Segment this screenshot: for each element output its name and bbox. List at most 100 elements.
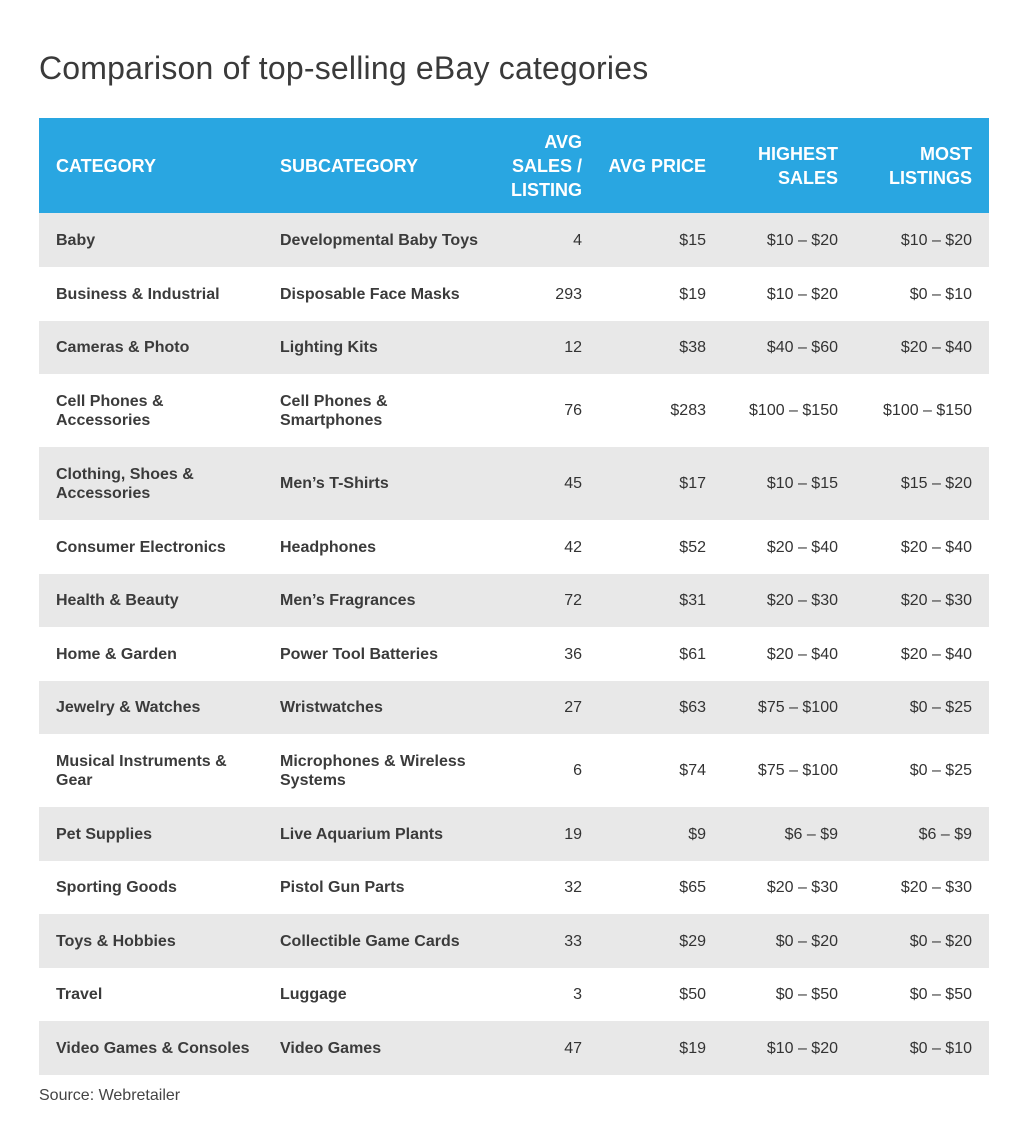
subcategory-cell: Wristwatches [280, 699, 383, 716]
avg-sales-cell: 72 [564, 592, 582, 609]
table-row: Health & Beauty Men’s Fragrances 72 $31 $20 … [39, 574, 989, 627]
subcategory-cell: Headphones [280, 538, 377, 556]
highest-sales-cell: $20 – $30 [766, 592, 838, 609]
table-row: Sporting Goods Pistol Gun Parts 32 $65 $20 –… [39, 861, 989, 914]
subcategory-cell: Power Tool Batteries [280, 645, 438, 663]
avg-sales-cell: 6 [573, 762, 582, 779]
most-listings-cell: $100 – $150 [883, 402, 972, 419]
highest-sales-cell: $75 – $100 [757, 699, 838, 716]
subcategory-cell: Disposable Face Masks [280, 285, 460, 303]
highest-sales-cell: $10 – $15 [766, 475, 838, 492]
avg-price-cell: $19 [679, 1039, 706, 1057]
subcategory-cell: Lighting Kits [280, 339, 378, 356]
avg-price-cell: $50 [679, 986, 706, 1003]
avg-price-cell: $63 [679, 699, 706, 716]
highest-sales-cell: $6 – $9 [784, 825, 838, 843]
most-listings-cell: $20 – $40 [900, 645, 972, 663]
avg-sales-cell: 4 [573, 231, 582, 249]
avg-price-cell: $38 [679, 339, 706, 356]
category-cell: Cameras & Photo [56, 339, 190, 356]
avg-sales-cell: 76 [564, 402, 582, 419]
table-row: Jewelry & Watches Wristwatches 27 $63 $75 – … [39, 681, 989, 734]
avg-price-cell: $31 [679, 592, 706, 609]
table-row: Travel Luggage 3 $50 $0 – $50 $0 – $50 [39, 968, 989, 1021]
avg-price-cell: $52 [679, 538, 706, 556]
category-cell: Musical Instruments & Gear [56, 752, 227, 789]
avg-price-cell: $19 [679, 285, 706, 303]
avg-sales-cell: 3 [573, 986, 582, 1003]
category-cell: Home & Garden [56, 645, 177, 663]
most-listings-cell: $0 – $20 [909, 932, 972, 950]
most-listings-cell: $0 – $50 [909, 986, 972, 1003]
subcategory-cell: Pistol Gun Parts [280, 879, 405, 896]
avg-sales-cell: 33 [564, 932, 582, 950]
column-header-most-listings: MOST LISTINGS [888, 143, 972, 188]
avg-sales-cell: 293 [555, 285, 582, 303]
category-cell: Toys & Hobbies [56, 932, 176, 950]
most-listings-cell: $10 – $20 [900, 231, 972, 249]
highest-sales-cell: $20 – $40 [766, 645, 838, 663]
highest-sales-cell: $75 – $100 [757, 762, 838, 779]
subcategory-cell: Collectible Game Cards [280, 932, 460, 950]
avg-sales-cell: 36 [564, 645, 582, 663]
avg-sales-cell: 19 [564, 825, 582, 843]
highest-sales-cell: $20 – $30 [766, 879, 838, 896]
column-header-category: CATEGORY [56, 155, 157, 176]
most-listings-cell: $20 – $30 [900, 879, 972, 896]
avg-price-cell: $29 [679, 932, 706, 950]
table-row: Musical Instruments & Gear Microphones & … [39, 734, 989, 807]
avg-price-cell: $17 [679, 475, 706, 492]
highest-sales-cell: $10 – $20 [766, 1039, 838, 1057]
table-row: Cell Phones & Accessories Cell Phones & S… [39, 374, 989, 447]
most-listings-cell: $20 – $30 [900, 592, 972, 609]
table-row: Toys & Hobbies Collectible Game Cards 33 $2… [39, 914, 989, 968]
subcategory-cell: Live Aquarium Plants [280, 825, 443, 843]
avg-sales-cell: 47 [564, 1039, 582, 1057]
category-cell: Consumer Electronics [56, 538, 226, 556]
avg-price-cell: $61 [679, 645, 706, 663]
column-header-avg-price: AVG PRICE [608, 155, 706, 176]
highest-sales-cell: $10 – $20 [766, 231, 838, 249]
table-row: Home & Garden Power Tool Batteries 36 $61 $2… [39, 627, 989, 681]
category-cell: Video Games & Consoles [56, 1039, 250, 1057]
column-header-avg-sales: AVG SALES / LISTING [511, 131, 582, 200]
avg-sales-cell: 45 [564, 475, 582, 492]
most-listings-cell: $0 – $10 [909, 285, 972, 303]
column-header-highest-sales: HIGHEST SALES [757, 143, 838, 188]
category-cell: Sporting Goods [56, 879, 177, 896]
category-cell: Pet Supplies [56, 825, 153, 843]
subcategory-cell: Luggage [280, 986, 347, 1003]
avg-price-cell: $15 [679, 231, 706, 249]
most-listings-cell: $15 – $20 [900, 475, 972, 492]
subcategory-cell: Cell Phones & Smartphones [280, 392, 388, 429]
table-row: Video Games & Consoles Video Games 47 $19 $1… [39, 1021, 989, 1075]
subcategory-cell: Video Games [280, 1039, 382, 1057]
avg-price-cell: $74 [679, 762, 706, 779]
avg-sales-cell: 42 [564, 538, 582, 556]
subcategory-cell: Developmental Baby Toys [280, 231, 478, 249]
table-header: CATEGORY SUBCATEGORY AVG SALES / LISTING… [39, 118, 989, 213]
category-cell: Jewelry & Watches [56, 699, 201, 716]
table-row: Cameras & Photo Lighting Kits 12 $38 $40 – $… [39, 321, 989, 374]
category-cell: Clothing, Shoes & Accessories [56, 465, 194, 502]
highest-sales-cell: $20 – $40 [766, 538, 838, 556]
most-listings-cell: $0 – $10 [909, 1039, 972, 1057]
avg-price-cell: $283 [670, 402, 706, 419]
highest-sales-cell: $10 – $20 [766, 285, 838, 303]
page-title: Comparison of top-selling eBay categorie… [39, 50, 649, 86]
most-listings-cell: $6 – $9 [918, 825, 972, 843]
category-cell: Health & Beauty [56, 592, 179, 609]
subcategory-cell: Microphones & Wireless Systems [280, 752, 466, 789]
highest-sales-cell: $0 – $50 [775, 986, 838, 1003]
category-cell: Baby [56, 231, 96, 249]
table-row: Business & Industrial Disposable Face Mas… [39, 267, 989, 321]
highest-sales-cell: $100 – $150 [749, 402, 838, 419]
avg-sales-cell: 12 [564, 339, 582, 356]
avg-price-cell: $9 [688, 825, 706, 843]
table-row: Clothing, Shoes & Accessories Men’s T-Shi… [39, 447, 989, 520]
table-row: Pet Supplies Live Aquarium Plants 19 $9 $6 –… [39, 807, 989, 861]
category-cell: Business & Industrial [56, 285, 220, 303]
source-note: Source: Webretailer [39, 1087, 181, 1104]
most-listings-cell: $0 – $25 [909, 762, 972, 779]
avg-sales-cell: 27 [564, 699, 582, 716]
